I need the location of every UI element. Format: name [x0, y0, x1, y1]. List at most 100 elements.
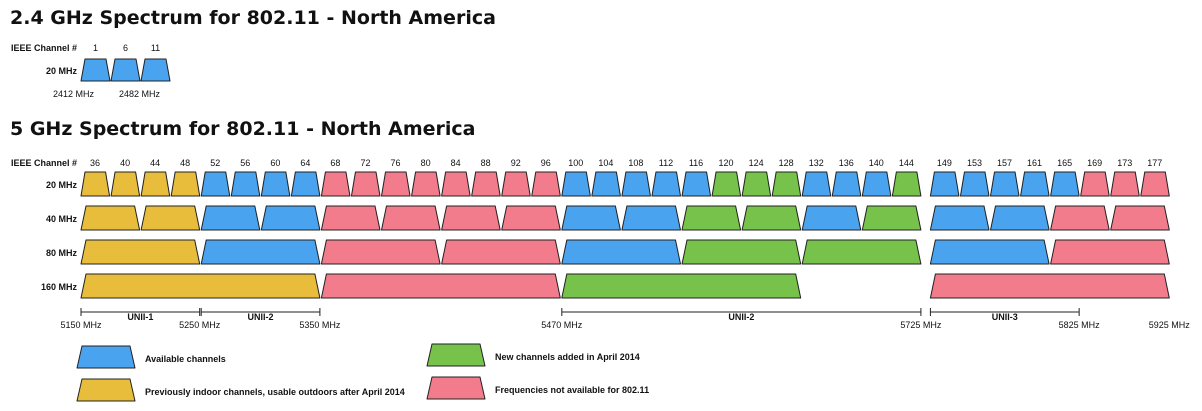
- channel-block-not_available: [531, 171, 561, 197]
- channel-block-new: [741, 171, 772, 197]
- channel-block-not_available: [1050, 239, 1170, 265]
- freq-label: 2482 MHz: [119, 89, 161, 99]
- freq-label: 5925 MHz: [1149, 320, 1191, 330]
- legend-label: Previously indoor channels, usable outdo…: [145, 387, 405, 397]
- channel-block-new: [861, 205, 922, 231]
- channel-block-not_available: [350, 171, 381, 197]
- channel-block-available: [929, 239, 1050, 265]
- channel-number: 92: [511, 158, 521, 168]
- channel-block-not_available: [501, 205, 561, 231]
- channel-block-available: [1050, 171, 1080, 197]
- channel-block-indoor: [140, 205, 201, 231]
- channel-number: 153: [967, 158, 982, 168]
- channel-block-not_available: [320, 273, 561, 299]
- channel-block-available: [990, 171, 1020, 197]
- channel-number: 56: [240, 158, 250, 168]
- channel-block-indoor: [80, 273, 321, 299]
- channel-block-indoor: [170, 171, 201, 197]
- channel-block-not_available: [929, 273, 1170, 299]
- channel-number: 40: [120, 158, 130, 168]
- channel-block-not_available: [441, 171, 471, 197]
- channel-block-available: [831, 171, 862, 197]
- channel-number: 108: [628, 158, 643, 168]
- channel-number: 132: [809, 158, 824, 168]
- channel-block-available: [959, 171, 990, 197]
- channel-block-indoor: [140, 171, 171, 197]
- channel-number: 36: [90, 158, 100, 168]
- freq-label: 5470 MHz: [541, 320, 583, 330]
- band-axis: UNII-1 UNII-2 UNII-2 UNII-3 5150 MHz 5250 MHz…: [60, 308, 1190, 330]
- channel-number: 72: [360, 158, 370, 168]
- channel-number: 48: [180, 158, 190, 168]
- channel-number: 80: [421, 158, 431, 168]
- channel-block-new: [801, 239, 922, 265]
- channel-block-new: [711, 171, 742, 197]
- channel-number: 149: [937, 158, 952, 168]
- spectrum-24ghz: IEEE Channel # 20 MHz 1 6 11 2412 MHz 2482 MHz: [11, 43, 171, 99]
- channel-block-available: [561, 171, 591, 197]
- legend-swatch-available: [76, 345, 136, 369]
- channel-block-not_available: [411, 171, 441, 197]
- channel-block-available: [929, 205, 990, 231]
- channel-block-available: [230, 171, 261, 197]
- channel-block-new: [681, 205, 742, 231]
- channel-block-not_available: [1050, 205, 1110, 231]
- channel-block-not_available: [320, 205, 381, 231]
- legend-swatch-not_available: [426, 376, 486, 400]
- channel-block-available: [651, 171, 681, 197]
- channel-block-available: [140, 58, 171, 82]
- channel-block-not_available: [471, 171, 501, 197]
- channel-block-new: [741, 205, 802, 231]
- channel-block-available: [861, 171, 892, 197]
- channel-number: 84: [451, 158, 461, 168]
- channel-number: 124: [749, 158, 764, 168]
- channel-number: 173: [1117, 158, 1132, 168]
- legend-label: Available channels: [145, 354, 226, 364]
- channel-block-available: [681, 171, 712, 197]
- channel-block-available: [621, 171, 651, 197]
- channel-number: 88: [481, 158, 491, 168]
- channel-block-available: [260, 171, 291, 197]
- channel-number: 104: [598, 158, 613, 168]
- legend-swatch-new: [426, 343, 486, 367]
- channel-block-not_available: [1110, 171, 1140, 197]
- band-label: UNII-3: [992, 312, 1018, 322]
- channel-block-indoor: [80, 239, 201, 265]
- spectrum-5ghz: IEEE Channel # 36 40 44 48 52 56 60 64 68 72 76 80 84…: [11, 158, 1170, 299]
- channel-block-available: [260, 205, 321, 231]
- channel-block-not_available: [381, 205, 441, 231]
- channel-number: 100: [568, 158, 583, 168]
- channel-block-available: [561, 239, 681, 265]
- channel-block-not_available: [441, 205, 501, 231]
- channel-number: 60: [270, 158, 280, 168]
- legend-label: Frequencies not available for 802.11: [495, 385, 649, 395]
- channel-number: 140: [869, 158, 884, 168]
- freq-label: 5250 MHz: [179, 320, 221, 330]
- legend: Available channels Previously indoor chan…: [76, 343, 649, 402]
- channel-block-available: [621, 205, 681, 231]
- channel-block-available: [80, 58, 111, 82]
- channel-block-not_available: [320, 171, 351, 197]
- channel-block-not_available: [1140, 171, 1170, 197]
- channel-block-not_available: [501, 171, 531, 197]
- row-label-20mhz: 20 MHz: [46, 66, 78, 76]
- channel-number: 116: [689, 158, 703, 168]
- channel-block-available: [290, 171, 321, 197]
- channel-label: IEEE Channel #: [11, 43, 77, 53]
- freq-label: 5350 MHz: [299, 320, 341, 330]
- band-label: UNII-2: [728, 312, 754, 322]
- channel-block-not_available: [441, 239, 561, 265]
- row-label-80mhz: 80 MHz: [46, 248, 78, 258]
- channel-number: 120: [719, 158, 734, 168]
- channel-block-indoor: [80, 205, 141, 231]
- channel-block-available: [990, 205, 1050, 231]
- channel-block-not_available: [320, 239, 441, 265]
- channel-block-new: [771, 171, 802, 197]
- channel-block-new: [681, 239, 802, 265]
- band-label: UNII-1: [127, 312, 153, 322]
- channel-block-available: [110, 58, 141, 82]
- row-label-40mhz: 40 MHz: [46, 214, 78, 224]
- channel-number: 96: [541, 158, 551, 168]
- band-label: UNII-2: [248, 312, 274, 322]
